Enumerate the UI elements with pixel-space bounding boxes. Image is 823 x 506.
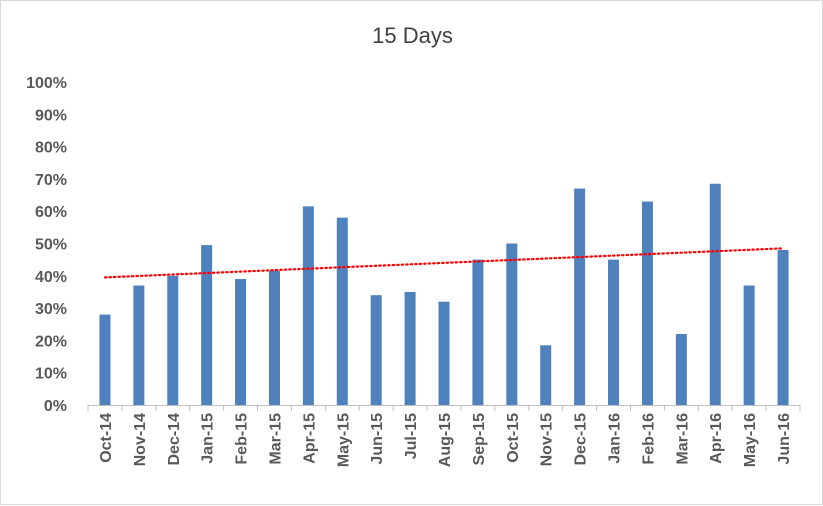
x-tick-label: Nov-15: [539, 413, 556, 466]
bar: [133, 285, 145, 405]
bar: [438, 301, 450, 405]
x-tick-label: Sep-15: [471, 413, 488, 466]
bar: [709, 183, 721, 405]
bar: [167, 275, 179, 405]
x-tick-label: Apr-16: [708, 413, 725, 464]
x-tick-label: Dec-14: [166, 413, 183, 466]
x-tick-label: Dec-15: [573, 413, 590, 466]
y-tick-label: 40%: [35, 269, 67, 286]
y-tick-label: 60%: [35, 204, 67, 221]
bar: [777, 249, 789, 405]
x-tick-label: Apr-15: [301, 413, 318, 464]
x-tick-label: Jan-16: [607, 413, 624, 464]
x-tick-label: Mar-15: [267, 413, 284, 465]
y-tick-label: 20%: [35, 333, 67, 350]
y-tick-label: 90%: [35, 107, 67, 124]
x-tick-label: Mar-16: [674, 413, 691, 465]
x-tick-label: May-16: [742, 413, 759, 467]
bar: [608, 259, 620, 405]
x-tick-label: Nov-14: [132, 413, 149, 466]
x-tick-label: Aug-15: [437, 413, 454, 467]
y-tick-label: 100%: [26, 75, 67, 92]
x-tick-label: Oct-14: [98, 413, 115, 463]
y-tick-label: 30%: [35, 301, 67, 318]
bar: [201, 245, 213, 405]
bar: [574, 188, 586, 405]
x-tick-label: Jan-15: [200, 413, 217, 464]
bar: [506, 243, 518, 405]
x-tick-label: Feb-16: [640, 413, 657, 465]
bar: [302, 206, 314, 405]
x-tick-label: Oct-15: [505, 413, 522, 463]
chart-title: 15 Days: [372, 23, 453, 48]
bar: [235, 279, 247, 405]
bar: [472, 259, 484, 405]
bar: [370, 295, 382, 405]
y-tick-label: 10%: [35, 366, 67, 383]
x-tick-label: Feb-15: [234, 413, 251, 465]
bar: [99, 314, 111, 405]
y-tick-label: 80%: [35, 140, 67, 157]
bar: [743, 285, 755, 405]
x-tick-label: Jun-16: [776, 413, 793, 465]
y-tick-label: 50%: [35, 237, 67, 254]
x-tick-label: Jun-15: [369, 413, 386, 465]
x-tick-label: May-15: [335, 413, 352, 467]
y-tick-label: 0%: [44, 398, 67, 415]
bar: [404, 291, 416, 405]
trendline: [103, 247, 785, 279]
x-tick-label: Jul-15: [403, 413, 420, 459]
bar: [641, 201, 653, 405]
bar: [540, 345, 552, 405]
bar: [336, 217, 348, 405]
y-tick-label: 70%: [35, 172, 67, 189]
bar: [268, 270, 280, 405]
bar: [675, 333, 687, 405]
